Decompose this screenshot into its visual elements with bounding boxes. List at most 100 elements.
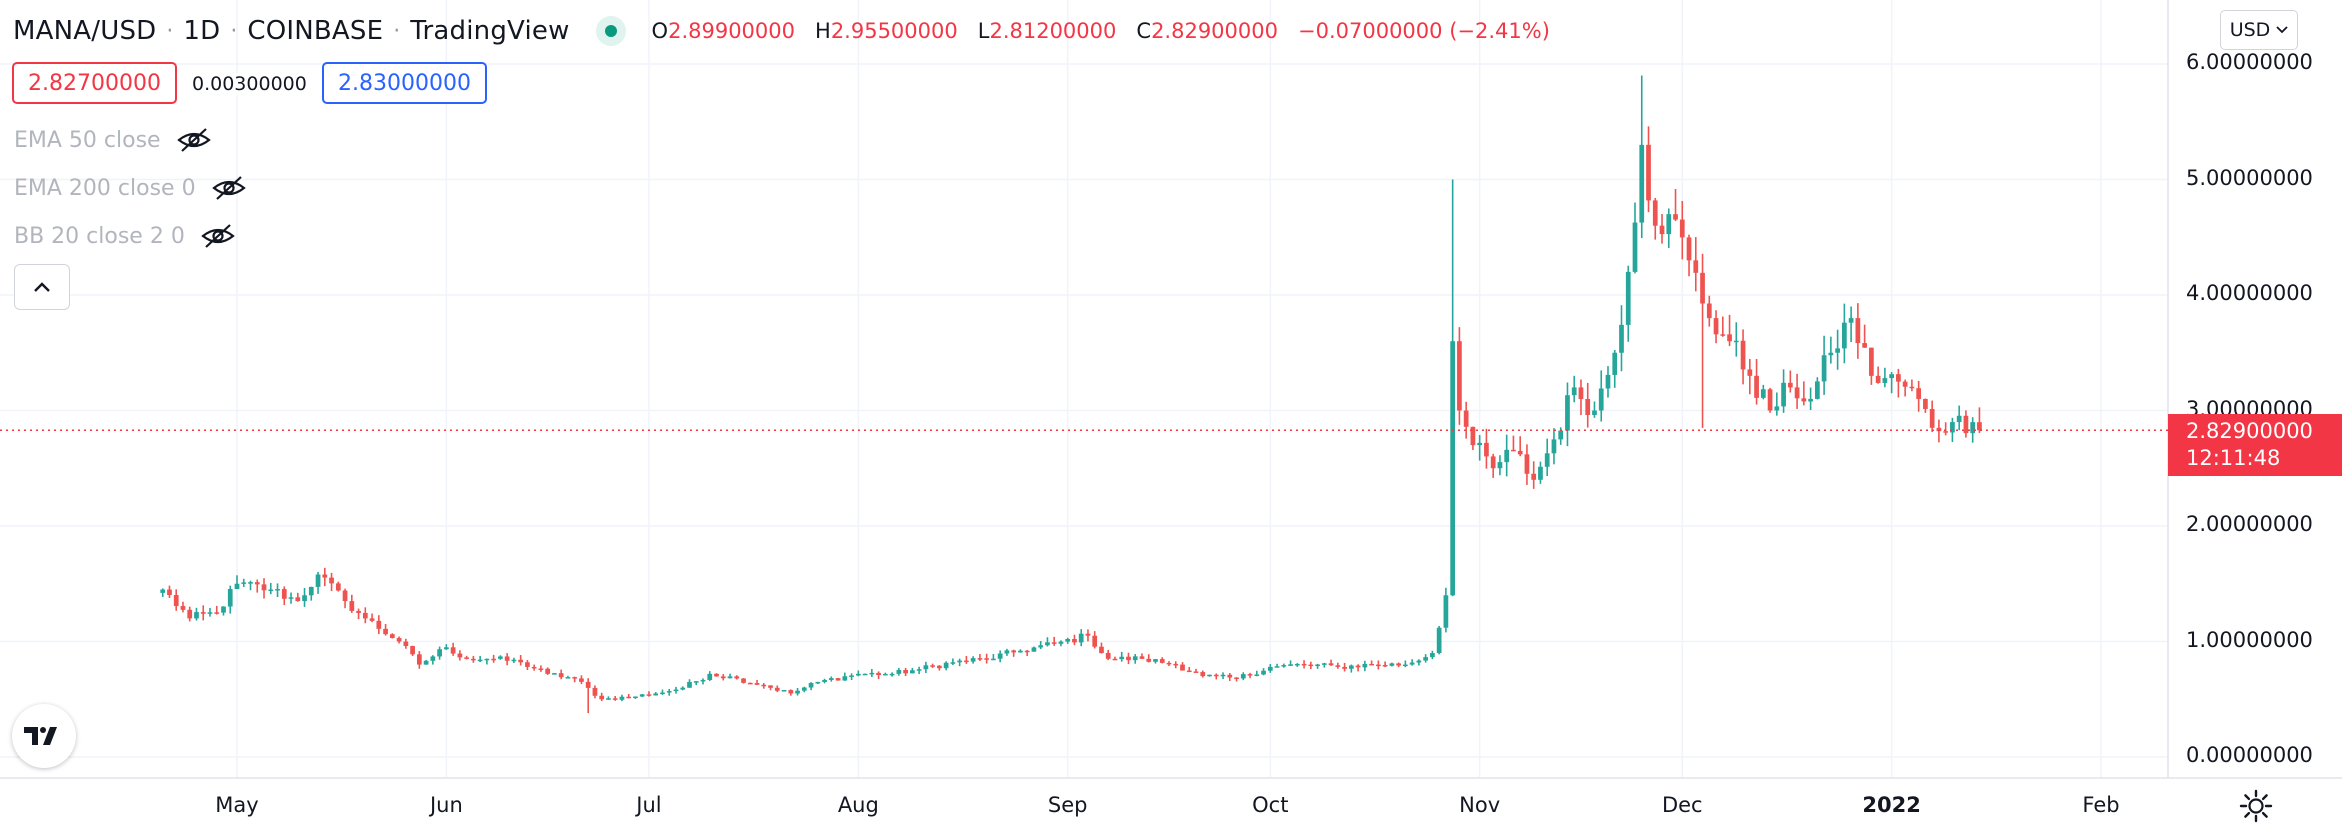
candle (991, 653, 996, 661)
indicator-ema50[interactable]: EMA 50 close (14, 126, 213, 154)
candle (1592, 401, 1597, 418)
candle-body (362, 612, 368, 619)
candle-body (1132, 656, 1138, 661)
candle-body (707, 673, 713, 680)
candle-body (1126, 656, 1131, 661)
candle (1639, 75, 1645, 239)
candle (1706, 295, 1712, 327)
candle (1605, 366, 1611, 398)
candle (1099, 642, 1104, 654)
candle-body (302, 595, 307, 602)
candle-body (842, 676, 848, 681)
x-tick-label: Sep (1047, 793, 1088, 817)
candle-body (1713, 318, 1719, 335)
eye-off-icon[interactable] (210, 174, 248, 202)
interval-label[interactable]: 1D (183, 16, 221, 46)
candle-body (937, 665, 942, 669)
candle (1956, 405, 1962, 431)
candle-body (1011, 650, 1017, 653)
candle-body (1929, 408, 1935, 428)
tradingview-logo[interactable] (12, 704, 76, 768)
candle (1889, 372, 1895, 394)
candle-body (1484, 442, 1489, 457)
candle-body (1625, 271, 1631, 325)
eye-off-icon[interactable] (199, 222, 237, 250)
candle-body (619, 696, 625, 700)
candle (1841, 303, 1847, 364)
indicator-ema200[interactable]: EMA 200 close 0 (14, 174, 248, 202)
candle-body (1524, 454, 1530, 474)
candle-body (633, 696, 638, 699)
eye-off-icon[interactable] (175, 126, 213, 154)
candle-body (1173, 663, 1179, 666)
candle-body (1571, 387, 1577, 396)
candle (1403, 660, 1408, 668)
candle-body (943, 662, 949, 669)
candle-body (1673, 214, 1678, 220)
candle (1213, 673, 1219, 680)
candle (1794, 373, 1800, 409)
candle (1808, 387, 1813, 410)
indicator-bb[interactable]: BB 20 close 2 0 (14, 222, 237, 250)
candle (1375, 660, 1381, 670)
candle-body (288, 597, 294, 599)
candle (1234, 677, 1239, 682)
high-value: 2.95500000 (830, 19, 958, 43)
settings-gear-icon[interactable] (2238, 788, 2274, 824)
currency-select[interactable]: USD (2220, 10, 2298, 50)
candle-body (646, 694, 652, 696)
candle-body (457, 653, 463, 658)
candle-body (1470, 426, 1476, 446)
candle (160, 588, 166, 597)
candle (984, 653, 990, 664)
candle-body (1220, 674, 1226, 677)
candle-body (1632, 222, 1638, 272)
candle-body (1457, 341, 1462, 411)
close-value: 2.82900000 (1151, 19, 1278, 43)
candle-body (889, 673, 895, 676)
candle (491, 654, 497, 663)
low-label: L (977, 19, 990, 43)
candle-body (1760, 389, 1766, 398)
candle-body (396, 637, 402, 642)
candle (1369, 660, 1374, 666)
candle-body (1706, 303, 1712, 319)
candle-body (1902, 381, 1908, 387)
candle-body (673, 689, 679, 692)
buy-price-button[interactable]: 2.83000000 (322, 62, 487, 104)
candle (700, 678, 706, 685)
candle (180, 601, 186, 613)
candle-body (1078, 633, 1084, 643)
candle-body (1240, 674, 1246, 679)
candle-body (781, 690, 787, 692)
candle-body (450, 647, 456, 654)
candle-body (835, 678, 841, 681)
market-status-icon[interactable] (595, 16, 626, 46)
candle (423, 659, 429, 665)
candle (302, 587, 307, 607)
candle (322, 567, 328, 587)
collapse-indicators-button[interactable] (14, 264, 70, 310)
candle-body (1018, 650, 1023, 653)
candle (1679, 200, 1685, 260)
candle (1146, 654, 1152, 663)
candle-body (876, 672, 881, 676)
candle-body (592, 687, 598, 696)
sell-price-button[interactable]: 2.82700000 (12, 62, 177, 104)
candle-body (1700, 272, 1705, 304)
candle (707, 671, 713, 681)
candle-body (1004, 650, 1010, 654)
separator-dot: · (393, 18, 401, 44)
symbol-name[interactable]: MANA/USD (13, 16, 157, 46)
candle-body (1801, 398, 1807, 402)
candle-body (1099, 646, 1104, 654)
candle (1801, 381, 1807, 406)
candle (1085, 629, 1091, 642)
candle (835, 677, 841, 681)
candle (943, 661, 949, 671)
candle (416, 651, 422, 669)
candle-body (430, 656, 436, 661)
candle-body (720, 676, 726, 679)
candle-body (342, 590, 348, 602)
